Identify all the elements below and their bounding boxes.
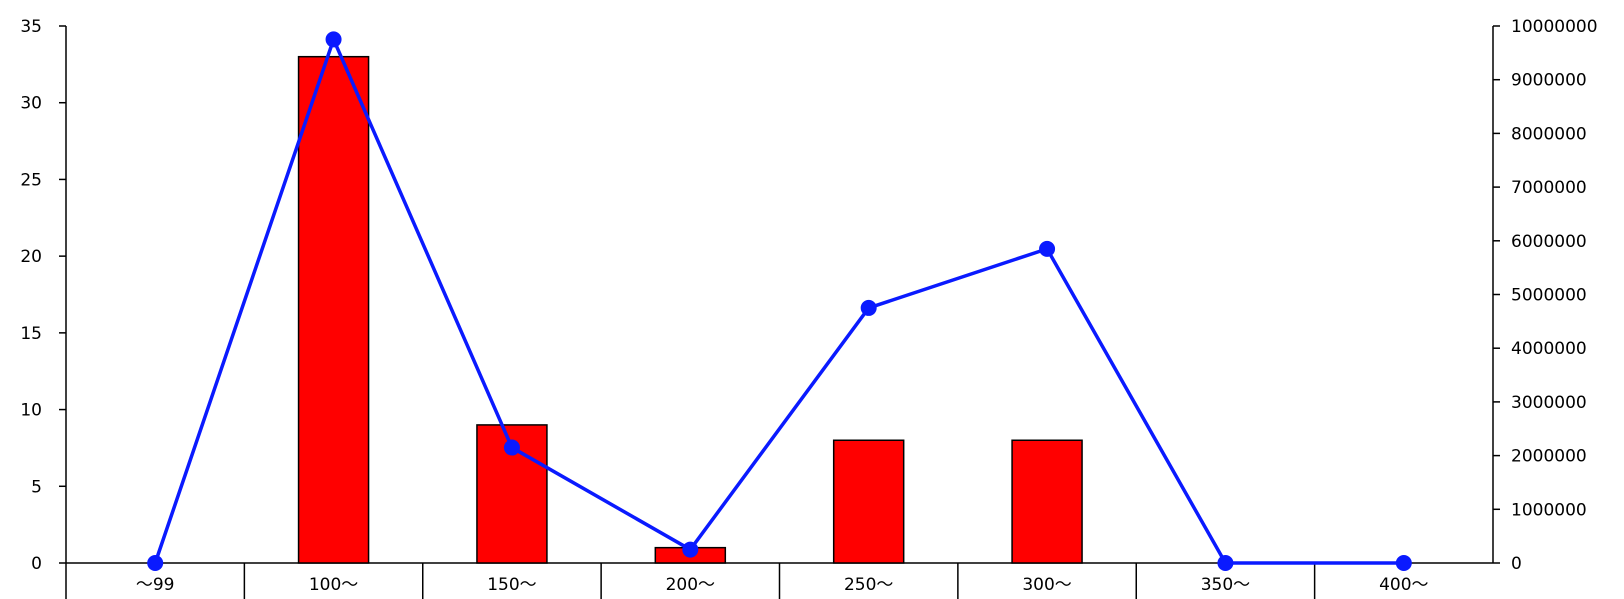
line-point [503,439,520,456]
right-tick-label: 1000000 [1511,500,1587,520]
bar [1011,439,1083,564]
right-tick-label: 3000000 [1511,393,1587,413]
left-tick-label: 15 [20,324,42,344]
x-axis: ～99 100～ 150～ 200～ 250～ 300～ 350～ 400～ [66,562,1493,599]
right-tick-label: 5000000 [1511,286,1587,306]
bar [297,55,370,564]
x-tick-label: 150～ [487,575,536,595]
left-tick-label: 5 [31,477,42,497]
left-tick-label: 35 [20,17,42,37]
line-point [325,31,342,48]
right-tick-label: 6000000 [1511,232,1587,252]
line-point [860,299,877,316]
left-y-axis: 0 5 10 15 20 25 30 35 [20,17,67,599]
right-tick-label: 2000000 [1511,447,1587,467]
left-tick-label: 10 [20,401,42,421]
line-point [1217,555,1234,571]
x-tick-label: 400～ [1379,575,1428,595]
right-tick-label: 10000000 [1511,17,1598,37]
right-tick-label: 4000000 [1511,339,1587,359]
left-tick-label: 20 [20,247,42,267]
line-point [147,555,164,571]
right-tick-label: 8000000 [1511,124,1587,144]
x-tick-label: ～99 [136,575,175,595]
x-tick-label: 250～ [844,575,893,595]
bar-series [297,55,1083,564]
x-tick-label: 200～ [666,575,715,595]
x-tick-label: 100～ [309,575,358,595]
line-point [1395,555,1412,571]
line-point [1039,240,1056,257]
series-line [153,37,1404,565]
line-series [147,31,1412,571]
x-tick-label: 300～ [1022,575,1071,595]
x-tick-label: 350～ [1201,575,1250,595]
right-tick-label: 9000000 [1511,71,1587,91]
left-tick-label: 25 [20,170,42,190]
right-tick-label: 0 [1511,554,1522,574]
bar [832,439,905,564]
left-tick-label: 0 [31,554,42,574]
left-tick-label: 30 [20,94,42,114]
right-y-axis: 0 1000000 2000000 3000000 4000000 5000000 6000… [1492,17,1598,574]
right-tick-label: 7000000 [1511,178,1587,198]
line-point [682,541,699,558]
